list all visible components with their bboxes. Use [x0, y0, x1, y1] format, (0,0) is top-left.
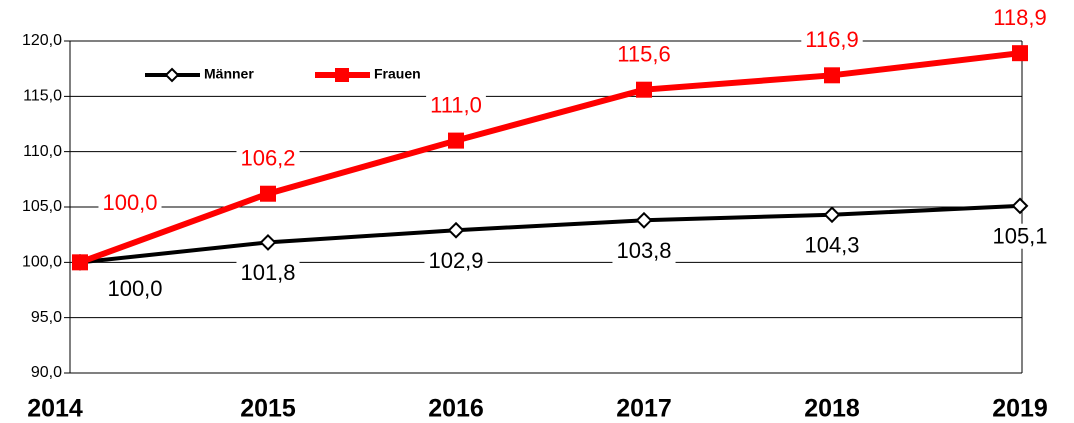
x-tick-label: 2015 — [240, 395, 296, 423]
data-label: 100,0 — [102, 190, 157, 215]
data-label-bg — [800, 232, 864, 258]
data-label: 116,9 — [805, 27, 858, 52]
data-label: 102,9 — [428, 248, 483, 273]
data-label-bg — [103, 276, 167, 302]
x-tick-label: 2019 — [992, 395, 1048, 423]
marker — [447, 221, 465, 239]
marker — [72, 254, 88, 271]
marker — [260, 185, 276, 202]
data-label: 101,8 — [240, 260, 295, 285]
grid — [64, 40, 1022, 374]
marker — [1012, 45, 1028, 62]
data-label-bg — [236, 260, 300, 286]
data-label: 118,9 — [993, 5, 1046, 30]
data-label-bg — [424, 248, 488, 274]
x-tick-label: 2016 — [428, 395, 484, 423]
marker — [1011, 197, 1029, 215]
y-tick-label: 100,0 — [22, 254, 62, 271]
legend-marker — [164, 67, 180, 83]
data-labels: 100,0 101,8 102,9 103,8 104,3 105,1 100,0 106,2… — [98, 4, 1052, 302]
data-label: 106,2 — [240, 146, 295, 171]
y-tick-label: 110,0 — [23, 143, 62, 160]
x-tick-label: 2017 — [616, 395, 672, 423]
marker — [636, 81, 652, 98]
legend-label: Männer — [204, 66, 254, 82]
y-tick-label: 120,0 — [22, 32, 62, 49]
y-tick-label: 90,0 — [31, 364, 62, 381]
marker — [823, 206, 841, 224]
data-label-bg — [426, 92, 486, 118]
data-label: 103,8 — [616, 238, 671, 263]
data-label-bg — [613, 41, 675, 67]
legend-marker — [335, 68, 349, 82]
series-line — [78, 50, 1021, 266]
lines — [71, 45, 1029, 271]
y-tick-label: 105,0 — [22, 198, 62, 215]
data-label: 104,3 — [804, 233, 859, 258]
x-tick-label: 2018 — [804, 395, 860, 423]
data-label-bg — [801, 27, 863, 53]
marker — [448, 132, 464, 149]
data-label: 105,1 — [992, 224, 1047, 249]
data-label-bg — [988, 223, 1052, 249]
x-tick-label: 2014 — [27, 395, 83, 423]
series-line — [79, 203, 1021, 265]
marker — [824, 67, 840, 84]
data-label: 100,0 — [107, 276, 162, 301]
data-label-bg — [98, 190, 162, 216]
data-label-bg — [612, 238, 676, 264]
y-tick-label: 115,0 — [23, 88, 62, 105]
legend: Männer Frauen — [145, 66, 421, 83]
y-tick-label: 95,0 — [31, 309, 62, 326]
data-label: 115,6 — [617, 42, 670, 67]
legend-label: Frauen — [374, 66, 421, 82]
data-label: 111,0 — [430, 92, 482, 117]
data-label-bg — [989, 4, 1051, 30]
data-label-bg — [236, 145, 300, 171]
marker — [259, 233, 277, 251]
marker — [635, 211, 653, 229]
